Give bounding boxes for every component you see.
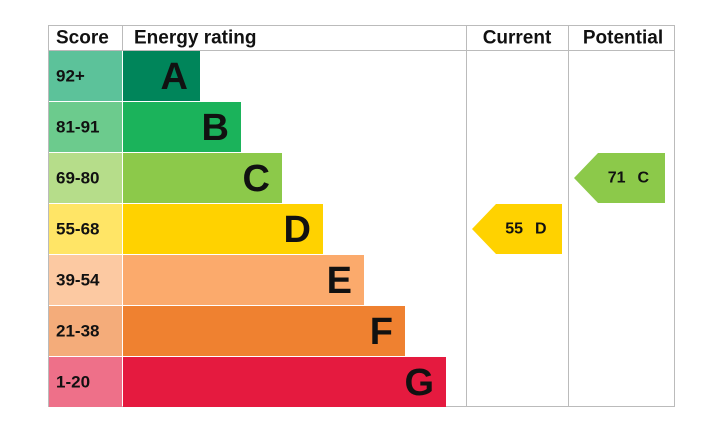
score-cell: [49, 102, 122, 152]
score-label: 21-38: [56, 322, 99, 341]
score-label: 55-68: [56, 220, 99, 239]
current-letter: D: [535, 221, 547, 238]
rating-letter: E: [327, 260, 352, 302]
score-label: 92+: [56, 67, 85, 86]
potential-score: 71: [608, 170, 626, 187]
header-potential: Potential: [583, 28, 663, 49]
rating-letter: D: [284, 209, 311, 251]
rating-bar: [123, 102, 241, 152]
score-cell: [49, 153, 122, 203]
rating-letter: G: [404, 362, 434, 404]
score-label: 81-91: [56, 118, 99, 137]
current-arrow: [472, 204, 562, 254]
current-score: 55: [505, 221, 523, 238]
rating-letter: C: [243, 158, 270, 200]
score-label: 1-20: [56, 373, 90, 392]
header-rating: Energy rating: [134, 28, 256, 49]
rating-bar: [123, 255, 364, 305]
header-current: Current: [483, 28, 552, 49]
score-label: 39-54: [56, 271, 100, 290]
score-cell: [49, 357, 122, 407]
rating-letter: A: [161, 56, 188, 98]
rating-bar: [123, 153, 282, 203]
score-cell: [49, 306, 122, 356]
score-cell: [49, 255, 122, 305]
rating-letter: B: [202, 107, 229, 149]
score-cell: [49, 51, 122, 101]
score-cell: [49, 204, 122, 254]
rating-bar: [123, 204, 323, 254]
rating-bar: [123, 306, 405, 356]
rating-bar: [123, 51, 200, 101]
potential-letter: C: [638, 170, 650, 187]
header-score: Score: [56, 28, 109, 49]
rating-bar: [123, 357, 446, 407]
potential-arrow: [574, 153, 665, 203]
score-label: 69-80: [56, 169, 99, 188]
rating-letter: F: [370, 311, 393, 353]
